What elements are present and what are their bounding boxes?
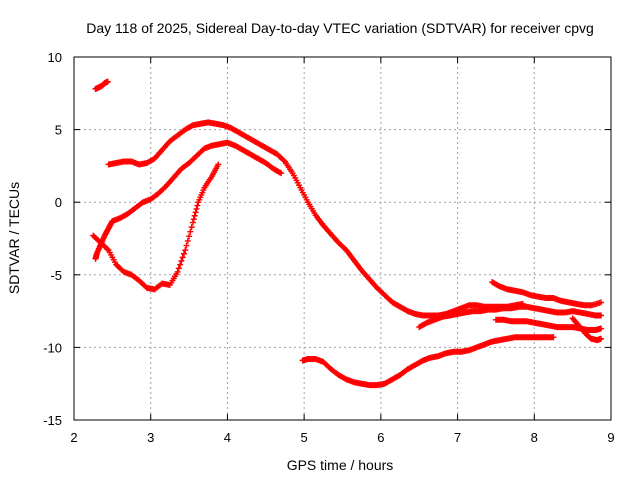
x-tick-label: 5 [301,430,308,445]
y-tick-label: 5 [55,123,62,138]
y-tick-label: -15 [43,413,62,428]
series-track-6 [416,303,605,331]
data-point [598,312,605,319]
x-tick-label: 3 [147,430,154,445]
series-track-7 [489,279,605,309]
x-tick-label: 2 [70,430,77,445]
x-tick-label: 6 [377,430,384,445]
data-point [174,268,181,275]
data-point [189,219,196,226]
data-point [598,335,605,342]
x-tick-label: 8 [531,430,538,445]
y-axis-label: SDTVAR / TECUs [6,182,22,294]
data-point [178,258,185,265]
data-point [191,212,198,219]
x-axis-label: GPS time / hours [287,457,394,473]
y-tick-label: 10 [48,50,62,65]
y-tick-label: 0 [55,195,62,210]
grid [74,57,611,420]
data-point [184,237,191,244]
data-point [550,334,557,341]
data-point [193,205,200,212]
ticks: 2 3 4 5 6 7 8 9 -15 -10 -5 0 5 10 [43,50,614,445]
data-point [598,325,605,332]
data-point [215,161,222,168]
series-track-9 [569,315,605,344]
y-tick-label: -5 [50,268,62,283]
data-point [186,233,193,240]
series-track-4 [90,161,222,293]
data-point [598,299,605,306]
data-point [190,216,197,223]
series-track-1 [92,78,111,92]
data-point [175,265,182,272]
x-tick-label: 9 [607,430,614,445]
data-point [177,261,184,268]
chart-title: Day 118 of 2025, Sidereal Day-to-day VTE… [86,20,594,36]
plot-frame [73,56,612,421]
data-point [187,228,194,235]
data-point [182,247,189,254]
data-point [179,254,186,261]
x-tick-label: 7 [454,430,461,445]
data-point [276,169,283,176]
data-point [192,209,199,216]
data-point [104,78,111,85]
series-track-5 [299,334,557,389]
series-track-3 [105,119,526,319]
data-point [183,242,190,249]
data-point [194,202,201,209]
data-point [104,245,111,252]
data-point [280,157,287,164]
x-tick-label: 4 [224,430,231,445]
data-point [278,170,285,177]
y-tick-label: -10 [43,340,62,355]
series-track-2 [92,139,285,262]
series-track-8 [492,316,605,333]
data-point [180,250,187,257]
series-layer [90,78,605,389]
data-point [188,224,195,231]
